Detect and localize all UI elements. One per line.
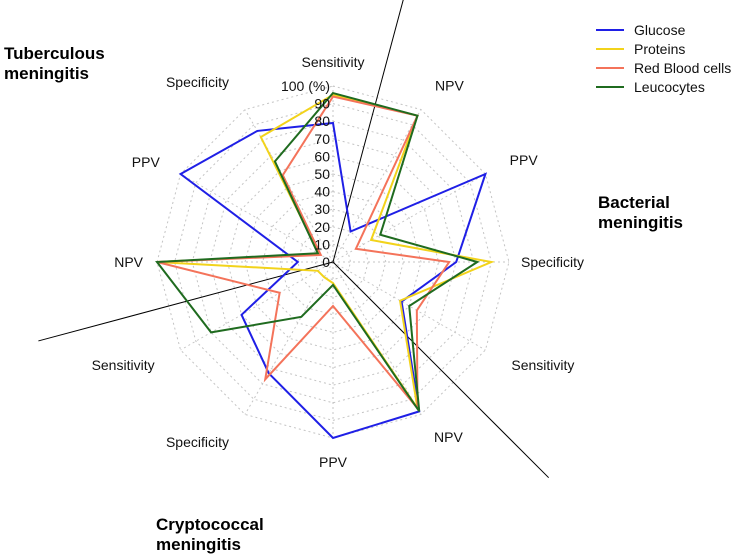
legend-swatch <box>596 66 624 69</box>
axis-label-npv: NPV <box>114 254 143 270</box>
axis-label-specificity: Specificity <box>166 74 229 90</box>
group-divider <box>332 0 404 263</box>
grid-spoke <box>180 173 334 263</box>
tick-label: 50 <box>314 166 330 182</box>
axis-label-ppv: PPV <box>132 154 161 170</box>
tick-label: 70 <box>314 131 330 147</box>
legend-swatch <box>596 85 624 88</box>
tick-label: 30 <box>314 201 330 217</box>
legend-swatch <box>596 28 624 31</box>
axis-label-npv: NPV <box>435 77 464 93</box>
legend-label: Red Blood cells <box>634 59 732 76</box>
axis-label-sensitivity: Sensitivity <box>511 357 574 373</box>
series-red-blood-cells <box>156 95 451 412</box>
axis-label-specificity: Specificity <box>166 434 229 450</box>
axis-label-npv: NPV <box>434 429 463 445</box>
group-divider <box>332 261 550 479</box>
grid-spoke <box>332 173 486 263</box>
series-glucose <box>178 121 488 440</box>
legend-label: Proteins <box>634 40 686 57</box>
axis-label-sensitivity: Sensitivity <box>301 54 364 70</box>
tuberculous-meningitis-title: Tuberculous meningitis <box>4 44 105 84</box>
tick-label: 20 <box>314 219 330 235</box>
unit-label: 100 (%) <box>281 78 330 94</box>
grid-ring <box>244 173 422 351</box>
tick-label: 90 <box>314 96 330 112</box>
axis-label-ppv: PPV <box>510 152 539 168</box>
group-divider <box>38 261 334 342</box>
grid-spoke <box>180 261 334 351</box>
grid-spoke <box>332 261 486 351</box>
tick-label: 10 <box>314 236 330 252</box>
legend-item-red-blood-cells: Red Blood cells <box>596 58 731 77</box>
grid-ring <box>174 103 492 421</box>
tick-label: 0 <box>322 254 330 270</box>
legend: Glucose Proteins Red Blood cells Leucocy… <box>596 20 731 96</box>
grid-spoke <box>332 261 422 415</box>
legend-item-proteins: Proteins <box>596 39 731 58</box>
tick-label: 80 <box>314 113 330 129</box>
title-line: meningitis <box>598 213 684 232</box>
title-line: Cryptococcal <box>156 515 264 534</box>
grid-spoke <box>244 261 334 415</box>
title-line: meningitis <box>156 535 242 554</box>
axis-label-ppv: PPV <box>319 454 348 470</box>
grid-spoke <box>244 109 334 263</box>
series-lines <box>155 91 495 440</box>
legend-label: Leucocytes <box>634 78 705 95</box>
tick-label: 60 <box>314 148 330 164</box>
grid-spoke <box>332 109 422 263</box>
legend-swatch <box>596 47 624 50</box>
legend-item-leucocytes: Leucocytes <box>596 77 731 96</box>
title-line: Tuberculous <box>4 44 105 63</box>
axis-label-sensitivity: Sensitivity <box>92 357 155 373</box>
legend-item-glucose: Glucose <box>596 20 731 39</box>
legend-label: Glucose <box>634 21 686 38</box>
bacterial-meningitis-title: Bacterial meningitis <box>598 193 683 233</box>
axis-labels: Sensitivity NPV PPV Specificity Sensitivity N… <box>92 54 584 470</box>
title-line: meningitis <box>4 64 90 83</box>
series-leucocytes <box>155 91 480 412</box>
tick-label: 40 <box>314 184 330 200</box>
cryptococcal-meningitis-title: Cryptococcal meningitis <box>156 515 264 555</box>
axis-label-specificity: Specificity <box>521 254 584 270</box>
title-line: Bacterial <box>598 193 670 212</box>
